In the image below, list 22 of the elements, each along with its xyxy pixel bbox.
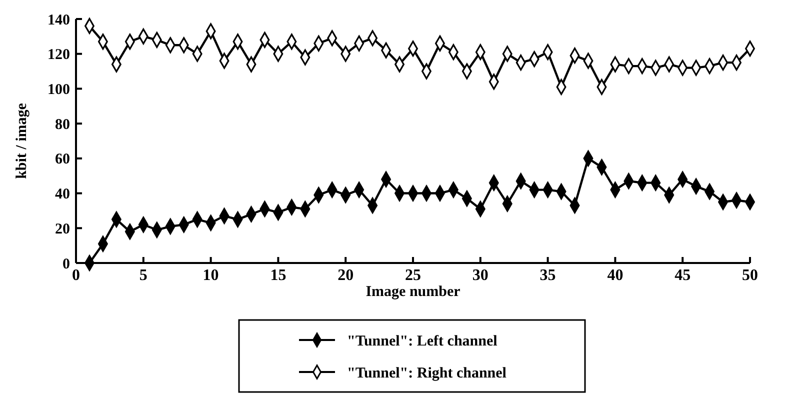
- y-axis-title: kbit / image: [14, 102, 30, 179]
- y-tick-label: 60: [55, 152, 70, 168]
- x-tick-label: 40: [607, 267, 624, 284]
- y-tick-label: 140: [48, 12, 70, 28]
- x-tick-label: 20: [338, 267, 354, 284]
- y-tick-label: 0: [62, 256, 70, 272]
- x-tick-label: 50: [742, 267, 758, 284]
- y-tick-label: 80: [55, 116, 70, 133]
- x-tick-label: 30: [472, 267, 488, 284]
- x-tick-label: 45: [674, 267, 691, 284]
- x-axis-title: Image number: [366, 284, 461, 300]
- x-tick-label: 25: [405, 267, 421, 284]
- x-tick-label: 15: [270, 267, 286, 284]
- x-tick-label: 35: [540, 267, 556, 284]
- y-tick-label: 100: [48, 82, 70, 98]
- x-tick-label: 5: [139, 267, 148, 284]
- y-tick-label: 40: [55, 186, 70, 203]
- x-tick-label: 10: [202, 267, 219, 284]
- y-tick-label: 20: [55, 221, 70, 238]
- legend-label: "Tunnel": Right channel: [347, 365, 506, 382]
- legend-label: "Tunnel": Left channel: [347, 333, 498, 350]
- y-tick-label: 120: [48, 47, 70, 64]
